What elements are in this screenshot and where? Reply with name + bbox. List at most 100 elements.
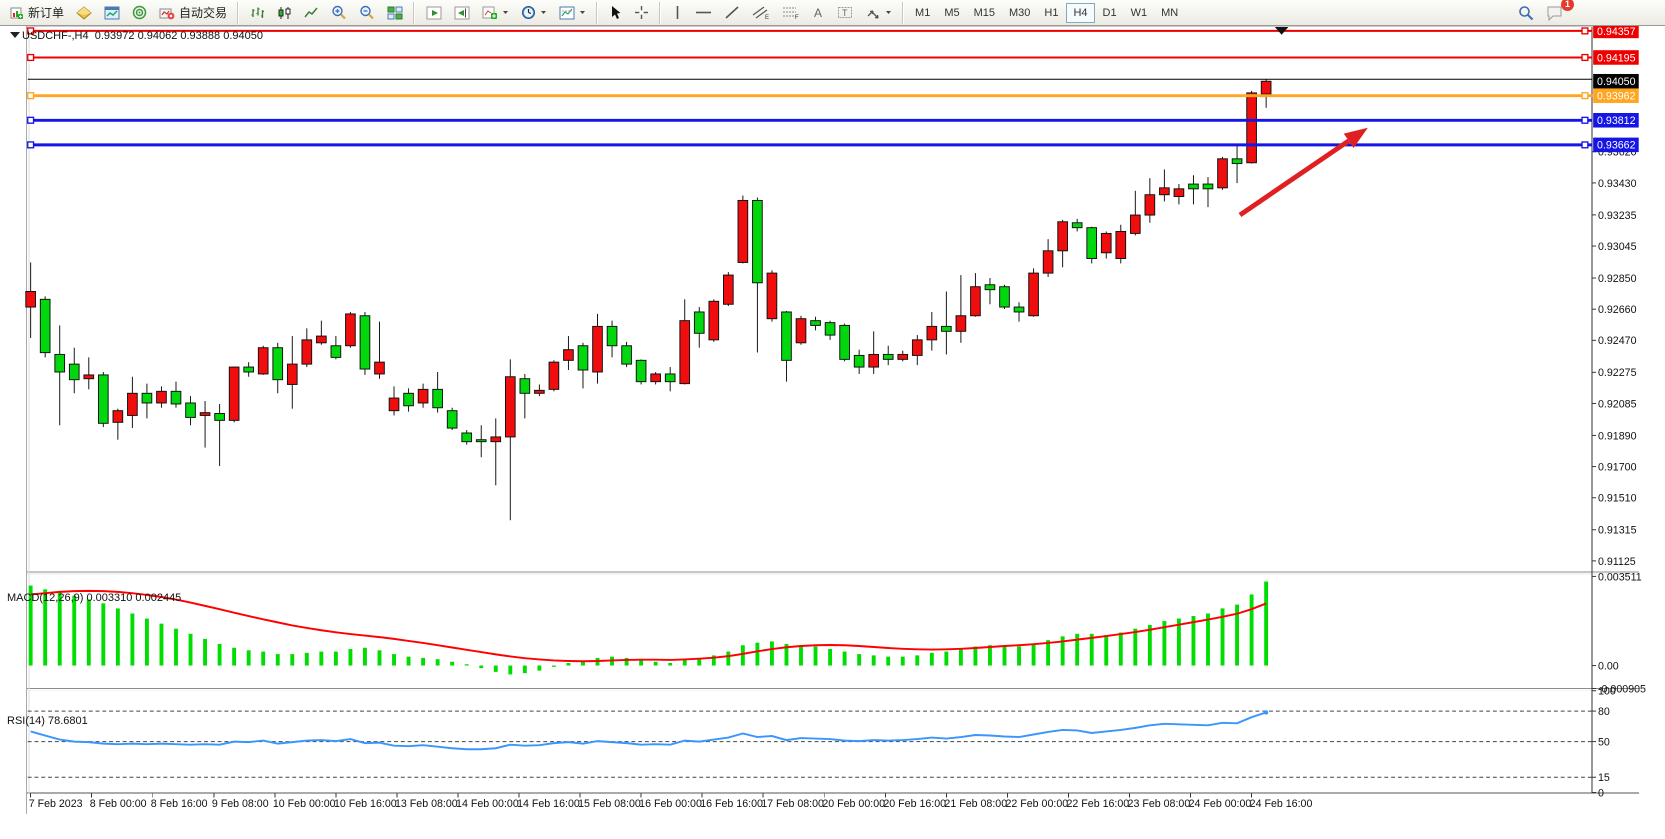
notifications-button[interactable]: 1 (1540, 0, 1574, 24)
price-axis-label: 0.92660 (1598, 304, 1637, 316)
macd-histogram-bar (1147, 624, 1152, 666)
macd-histogram-bar (246, 650, 251, 666)
auto-scroll-button[interactable] (420, 2, 448, 24)
chat-icon (1547, 6, 1562, 21)
svg-text:F: F (795, 15, 799, 20)
candle-bullish (1144, 194, 1156, 216)
zoom-in-button[interactable] (325, 2, 353, 24)
chart-window-icon (104, 6, 120, 19)
candle-bullish (127, 392, 138, 416)
timeframe-MN[interactable]: MN (1161, 6, 1179, 19)
trend-arrow-line[interactable] (1238, 138, 1351, 217)
candle-bearish (752, 199, 763, 284)
timeframe-M15[interactable]: M15 (973, 6, 995, 19)
fibonacci-button[interactable]: F (776, 2, 806, 24)
hline-handle-right[interactable] (1581, 53, 1589, 62)
rsi-axis-label: 0 (1598, 787, 1604, 799)
macd-histogram-bar (28, 585, 33, 666)
macd-histogram-bar (1075, 633, 1080, 666)
autotrading-label: 自动交易 (179, 6, 228, 20)
time-axis-label: 24 Feb 00:00 (1189, 798, 1252, 810)
equidistant-channel-button[interactable]: E (746, 2, 776, 24)
hline-handle-right[interactable] (1581, 116, 1589, 124)
timeframe-H4[interactable]: H4 (1066, 2, 1095, 23)
text-button[interactable]: A (806, 2, 831, 24)
toolbar-separator (594, 1, 602, 24)
candle-bearish (577, 345, 589, 371)
timeframe-H1[interactable]: H1 (1044, 6, 1059, 19)
macd-histogram-bar (493, 665, 498, 672)
macd-histogram-bar (1002, 645, 1007, 666)
trendline-button[interactable] (718, 2, 746, 24)
candlestick-chart-type-button[interactable] (271, 2, 298, 24)
candle-bearish (170, 390, 182, 405)
hline-handle-left[interactable] (27, 116, 35, 124)
chevron-down-icon (503, 11, 509, 14)
crosshair-button[interactable] (628, 2, 655, 24)
hline-handle-left[interactable] (27, 53, 35, 62)
symbol-name: USDCHF-,H4 (22, 30, 89, 42)
macd-histogram-bar (915, 655, 920, 666)
profiles-button[interactable] (70, 2, 98, 24)
toolbar-separator (235, 1, 243, 24)
macd-histogram-bar (566, 663, 571, 666)
macd-axis-label: -0.000905 (1598, 683, 1646, 695)
horizontal-line-button[interactable] (689, 2, 718, 24)
hline-handle-right[interactable] (1581, 141, 1589, 149)
price-axis-label: 0.92275 (1598, 367, 1637, 379)
signals-button[interactable] (126, 2, 153, 24)
hline-handle-right[interactable] (1581, 92, 1589, 100)
vertical-line-button[interactable] (666, 2, 689, 24)
price-axis-label: 0.91315 (1598, 525, 1637, 537)
price-tag (1593, 137, 1639, 153)
trend-arrow-head[interactable] (1343, 127, 1368, 149)
price-axis-label: 0.93235 (1598, 210, 1637, 222)
toolbar-separator (900, 1, 908, 24)
hline-handle-left[interactable] (27, 27, 35, 35)
macd-histogram-bar (682, 659, 687, 666)
timeframe-M30[interactable]: M30 (1009, 6, 1031, 19)
templates-button[interactable] (553, 2, 592, 24)
autotrading-button[interactable]: 自动交易 (153, 2, 233, 24)
timeframe-M1[interactable]: M1 (915, 6, 931, 19)
hline-handle-left[interactable] (27, 141, 35, 149)
shift-marker[interactable] (1274, 26, 1289, 35)
one-click-trading-toggle[interactable] (10, 32, 20, 38)
macd-histogram-bar (726, 651, 731, 666)
search-button[interactable] (1512, 2, 1540, 24)
macd-histogram-bar (348, 649, 353, 666)
new-order-button[interactable]: 新订单 (4, 2, 70, 24)
macd-histogram-bar (363, 647, 367, 666)
arrows-button[interactable] (859, 2, 898, 24)
macd-axis-label: 0.00 (1598, 660, 1619, 672)
candlestick-icon (278, 6, 291, 19)
cursor-button[interactable] (603, 2, 628, 24)
periods-button[interactable] (515, 2, 553, 24)
price-axis-label: 0.93430 (1598, 178, 1637, 190)
timeframe-D1[interactable]: D1 (1102, 6, 1117, 19)
market-watch-button[interactable] (98, 2, 126, 24)
hline-handle-left[interactable] (27, 92, 35, 100)
macd-histogram-bar (1235, 604, 1239, 666)
candle-bullish (286, 363, 298, 385)
text-label-button[interactable]: T (831, 2, 859, 24)
hline-handle-right[interactable] (1581, 27, 1589, 35)
macd-axis-label: 0.003511 (1598, 571, 1642, 583)
indicators-button[interactable] (476, 2, 515, 24)
macd-signal-line (30, 589, 1267, 663)
time-axis-label: 15 Feb 08:00 (578, 798, 641, 810)
line-chart-type-button[interactable] (298, 2, 325, 24)
candle-bearish (984, 284, 996, 291)
candle-bearish (1071, 222, 1083, 229)
price-tag (1593, 113, 1639, 128)
bar-chart-type-button[interactable] (244, 2, 271, 24)
macd-histogram-bar (828, 649, 833, 666)
zoom-out-button[interactable] (353, 2, 381, 24)
timeframe-M5[interactable]: M5 (944, 6, 960, 19)
candle-bullish (1100, 232, 1112, 254)
timeframe-W1[interactable]: W1 (1130, 6, 1148, 19)
macd-histogram-bar (886, 656, 891, 666)
candle-bullish (417, 388, 429, 404)
tile-windows-button[interactable] (381, 2, 409, 24)
chart-shift-button[interactable] (448, 2, 476, 24)
